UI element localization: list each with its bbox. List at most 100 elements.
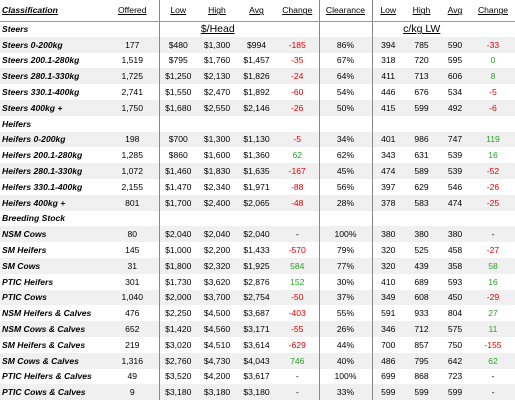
cell: 868 — [414, 371, 429, 382]
cell: $1,830 — [197, 163, 237, 179]
cell: 394 — [371, 36, 404, 53]
cell: 358 — [439, 257, 471, 274]
row-label: SM Heifers & Calves — [2, 339, 86, 350]
data-row: Heifers 200.1-280kg 1,285 $860 $1,600 $1,360… — [0, 147, 515, 164]
cell: 539 — [439, 163, 471, 179]
blank — [237, 211, 276, 227]
cell: 16 — [488, 276, 498, 287]
blank — [318, 210, 372, 227]
cell: 590 — [439, 36, 471, 53]
blank — [197, 211, 237, 227]
blank — [404, 116, 439, 132]
cell: -629 — [288, 339, 306, 350]
cell: 301 — [125, 276, 140, 287]
cell: $2,200 — [203, 245, 231, 256]
data-row: Steers 200.1-280kg 1,519 $795 $1,760 $1,457 -… — [0, 52, 515, 69]
cell: -185 — [276, 36, 319, 53]
cell: 589 — [404, 163, 439, 179]
cell: -167 — [276, 163, 319, 179]
cell: 584 — [276, 257, 319, 274]
cell: $3,520 — [158, 368, 197, 385]
cell: $1,730 — [158, 273, 197, 290]
cell: 746 — [276, 352, 319, 369]
blank — [439, 211, 471, 227]
cell: $1,420 — [158, 321, 197, 337]
cell: 608 — [404, 289, 439, 306]
cell: 44% — [318, 336, 372, 353]
cell: $4,730 — [197, 352, 237, 369]
cell: 795 — [404, 352, 439, 369]
row-label: PTIC Cows — [0, 289, 106, 306]
cell: -29 — [471, 289, 515, 306]
blank — [106, 116, 159, 132]
cell: 593 — [447, 276, 463, 287]
row-label: NSM Cows — [0, 226, 106, 243]
row-label: Steers 200.1-280kg — [2, 55, 80, 66]
data-row: SM Cows 31 $1,800 $2,320 $1,925 584 77% 320 439 3… — [0, 257, 515, 274]
data-row: SM Heifers & Calves 219 $3,020 $4,510 $3,614… — [0, 336, 515, 353]
row-label: Heifers 400kg + — [0, 194, 106, 211]
cell: $1,635 — [237, 163, 276, 179]
cell: $1,700 — [158, 194, 197, 211]
cell: 599 — [371, 384, 404, 400]
header-cell: High — [197, 0, 237, 22]
blank — [471, 116, 515, 132]
cell: $1,892 — [243, 87, 270, 98]
cell: $1,460 — [158, 163, 197, 179]
cell: 67% — [318, 52, 372, 69]
cell: 30% — [318, 273, 372, 290]
cell: -5 — [489, 87, 497, 98]
cell: 320 — [371, 257, 404, 274]
cell: 77% — [318, 257, 372, 274]
cell: 343 — [371, 147, 404, 164]
blank — [237, 116, 276, 132]
row-label: SM Cows — [0, 257, 106, 274]
cell: 318 — [371, 52, 404, 69]
cell: 8 — [471, 68, 515, 85]
data-row: NSM Cows 80 $2,040 $2,040 $2,040-100% 380 380 3… — [0, 226, 515, 243]
cell: -60 — [291, 87, 304, 98]
cell: 86% — [318, 36, 372, 53]
cell: 720 — [414, 55, 429, 66]
cell: -50 — [276, 289, 319, 306]
cell: 747 — [439, 131, 471, 148]
cell: 380 — [371, 226, 404, 243]
section-row: Steers $/Head c/kg LW — [0, 21, 515, 37]
row-label: PTIC Cows & Calves — [0, 384, 106, 400]
data-row: Heifers 330.1-400kg 2,155 $1,470 $2,340 $1,9… — [0, 178, 515, 195]
blank — [371, 115, 404, 132]
cell: $1,760 — [203, 55, 231, 66]
cell: $2,876 — [243, 276, 270, 287]
unit-label: c/kg LW — [371, 21, 471, 37]
data-row: Steers 280.1-330kg 1,725 $1,250 $2,130 $1,82… — [0, 68, 515, 85]
cell: $2,320 — [197, 257, 237, 274]
cell: 16 — [488, 150, 498, 161]
cell: 410 — [371, 273, 404, 290]
data-row: PTIC Cows & Calves 9 $3,180 $3,180 $3,180-33… — [0, 384, 515, 400]
cell: 631 — [414, 150, 429, 161]
cell: 28% — [318, 194, 372, 211]
cell: 27 — [488, 308, 498, 319]
section-row: Heifers — [0, 115, 515, 132]
cell: 785 — [404, 36, 439, 53]
cell: 11 — [471, 321, 515, 337]
header-cell: Offered — [106, 0, 159, 22]
cell: 2,155 — [121, 181, 143, 192]
cell: 2,741 — [121, 87, 143, 98]
cell: $1,925 — [237, 257, 276, 274]
row-label: Steers 330.1-400kg — [2, 87, 80, 98]
cell: $1,550 — [158, 84, 197, 100]
data-row: PTIC Heifers & Calves 49 $3,520 $4,200 $3,61… — [0, 368, 515, 385]
cell: $1,000 — [158, 242, 197, 258]
cell: 198 — [106, 131, 159, 148]
cell: 474 — [371, 163, 404, 179]
cell: 411 — [371, 68, 404, 85]
cell: 652 — [106, 321, 159, 337]
cell: 1,519 — [121, 55, 143, 66]
header-cell: Avg — [237, 0, 276, 22]
blank — [371, 210, 404, 227]
row-label: NSM Cows & Calves — [0, 321, 106, 337]
cell: 415 — [371, 99, 404, 116]
cell: 525 — [414, 245, 429, 256]
